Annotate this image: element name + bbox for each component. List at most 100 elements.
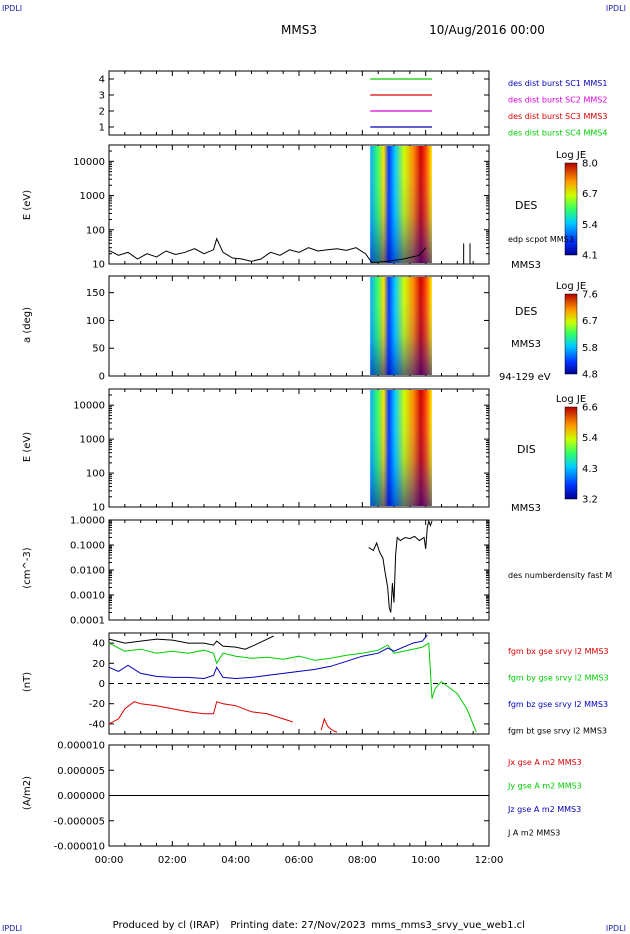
y-tick-label: 0.0001 xyxy=(70,616,105,627)
panels-layer: 4 3 2 1 des dist burst SC1 MMS1 des dist burs… xyxy=(22,70,612,866)
y-tick-label: 0 xyxy=(99,679,105,690)
legend-entry: des dist burst SC4 MMS4 xyxy=(508,129,607,138)
legend-entry: fgm by gse srvy l2 MMS3 xyxy=(508,674,609,683)
colorbar-tick-label: 4.1 xyxy=(582,251,598,262)
colorbar xyxy=(564,406,578,500)
spectrogram-shading xyxy=(370,277,432,375)
corner-label-top-left: IPDLI xyxy=(2,4,23,13)
panel-label: des numberdensity fast M xyxy=(508,571,612,580)
legend-entry: J A m2 MMS3 xyxy=(507,829,560,838)
footer-produced-by: Produced by cl (IRAP) xyxy=(113,920,220,931)
y-tick-label: 0 xyxy=(99,372,105,383)
y-tick-label: 10 xyxy=(92,503,105,514)
spacecraft-title: MMS3 xyxy=(281,23,317,37)
time-axis-tick-label: 06:00 xyxy=(285,855,314,866)
y-axis-label: E (eV) xyxy=(22,432,33,462)
y-axis-label: (A/m2) xyxy=(22,776,33,810)
y-axis-label: a (deg) xyxy=(22,307,33,343)
y-tick-label: 0.000010 xyxy=(57,741,105,752)
time-axis-tick-label: 12:00 xyxy=(475,855,504,866)
y-tick-label: 1000 xyxy=(80,435,105,446)
footer-printing-date: Printing date: 27/Nov/2023 xyxy=(230,920,365,931)
y-tick-label: 3 xyxy=(99,91,105,102)
y-tick-label: 10000 xyxy=(73,401,105,412)
time-axis-tick-label: 00:00 xyxy=(95,855,124,866)
y-tick-label: -0.000005 xyxy=(54,816,105,827)
colorbar-tick-label: 6.7 xyxy=(582,189,598,200)
y-tick-label: -40 xyxy=(89,719,105,730)
panel-label: MMS3 xyxy=(511,339,541,350)
y-tick-label: 100 xyxy=(86,316,105,327)
y-tick-label: 0.0010 xyxy=(70,591,105,602)
legend-entry: des dist burst SC2 MMS2 xyxy=(508,96,607,105)
panel-label: edp scpot MMS3 xyxy=(508,235,574,244)
spectrogram-shading xyxy=(370,390,432,506)
density-line xyxy=(368,519,433,613)
y-tick-label: 2 xyxy=(99,107,105,118)
colorbar-tick-label: 5.8 xyxy=(582,343,598,354)
colorbar-tick-label: 5.4 xyxy=(582,433,598,444)
colorbar-title: Log JE xyxy=(556,150,586,161)
legend-entry: fgm bt gse srvy l2 MMS3 xyxy=(508,727,607,736)
colorbar-tick-label: 3.2 xyxy=(582,495,598,506)
footer-file: mms_mms3_srvy_vue_web1.cl xyxy=(371,920,525,931)
time-axis-tick-label: 04:00 xyxy=(221,855,250,866)
y-axis-label: (nT) xyxy=(22,672,33,692)
colorbar-title: Log JE xyxy=(556,394,586,405)
corner-label-bottom-left: IPDLI xyxy=(2,924,23,933)
field-component-line xyxy=(108,701,293,725)
y-tick-label: -20 xyxy=(89,699,105,710)
legend-entry: des dist burst SC1 MMS1 xyxy=(508,79,607,88)
y-axis-label: (cm^-3) xyxy=(22,547,33,588)
time-axis-tick-label: 10:00 xyxy=(411,855,440,866)
y-tick-label: 0.000000 xyxy=(57,791,105,802)
spectrogram-shading xyxy=(370,146,432,263)
colorbar xyxy=(564,162,578,256)
y-axis-label: E (eV) xyxy=(22,190,33,220)
legend-entry: Jz gse A m2 MMS3 xyxy=(507,805,581,814)
panel-label: DES xyxy=(515,199,537,212)
legend-entry: Jx gse A m2 MMS3 xyxy=(507,758,582,767)
legend-entry: fgm bx gse srvy l2 MMS3 xyxy=(508,647,609,656)
legend-entry: fgm bz gse srvy l2 MMS3 xyxy=(508,700,608,709)
colorbar-tick-label: 4.3 xyxy=(582,464,598,475)
y-tick-label: 20 xyxy=(92,659,105,670)
colorbar-tick-label: 8.0 xyxy=(582,159,598,170)
y-tick-label: 1 xyxy=(99,123,105,134)
corner-label-top-right: IPDLI xyxy=(605,4,626,13)
y-tick-label: 100 xyxy=(86,225,105,236)
y-tick-label: 0.000005 xyxy=(57,766,105,777)
panel-frame-0 xyxy=(108,70,490,136)
y-tick-label: 10000 xyxy=(73,157,105,168)
y-tick-label: 1000 xyxy=(80,191,105,202)
y-tick-label: 100 xyxy=(86,469,105,480)
colorbar-tick-label: 7.6 xyxy=(582,290,598,301)
legend-entry: des dist burst SC3 MMS3 xyxy=(508,112,607,121)
corner-label-bottom-right: IPDLI xyxy=(605,924,626,933)
time-axis-tick-label: 08:00 xyxy=(348,855,377,866)
date-title: 10/Aug/2016 00:00 xyxy=(429,23,545,37)
panel-label: DES xyxy=(515,305,537,318)
time-axis-tick-label: 02:00 xyxy=(158,855,187,866)
colorbar-title: Log JE xyxy=(556,281,586,292)
y-tick-label: -0.000010 xyxy=(54,842,105,853)
colorbar-tick-label: 5.4 xyxy=(582,220,598,231)
y-tick-label: 0.1000 xyxy=(70,541,105,552)
field-component-line xyxy=(108,642,477,733)
y-tick-label: 10 xyxy=(92,260,105,271)
panel-label: DIS xyxy=(517,443,536,456)
colorbar xyxy=(564,293,578,375)
panel-label: MMS3 xyxy=(511,260,541,271)
y-tick-label: 40 xyxy=(92,639,105,650)
y-tick-label: 0.0100 xyxy=(70,566,105,577)
y-tick-label: 1.0000 xyxy=(70,516,105,527)
legend-entry: Jy gse A m2 MMS3 xyxy=(507,782,582,791)
field-component-line xyxy=(320,717,338,733)
y-tick-label: 50 xyxy=(92,344,105,355)
colorbar-tick-label: 6.7 xyxy=(582,316,598,327)
y-tick-label: 4 xyxy=(99,75,105,86)
y-tick-label: 150 xyxy=(86,288,105,299)
panel-label: 94-129 eV xyxy=(499,372,551,383)
panel-label: MMS3 xyxy=(511,503,541,514)
